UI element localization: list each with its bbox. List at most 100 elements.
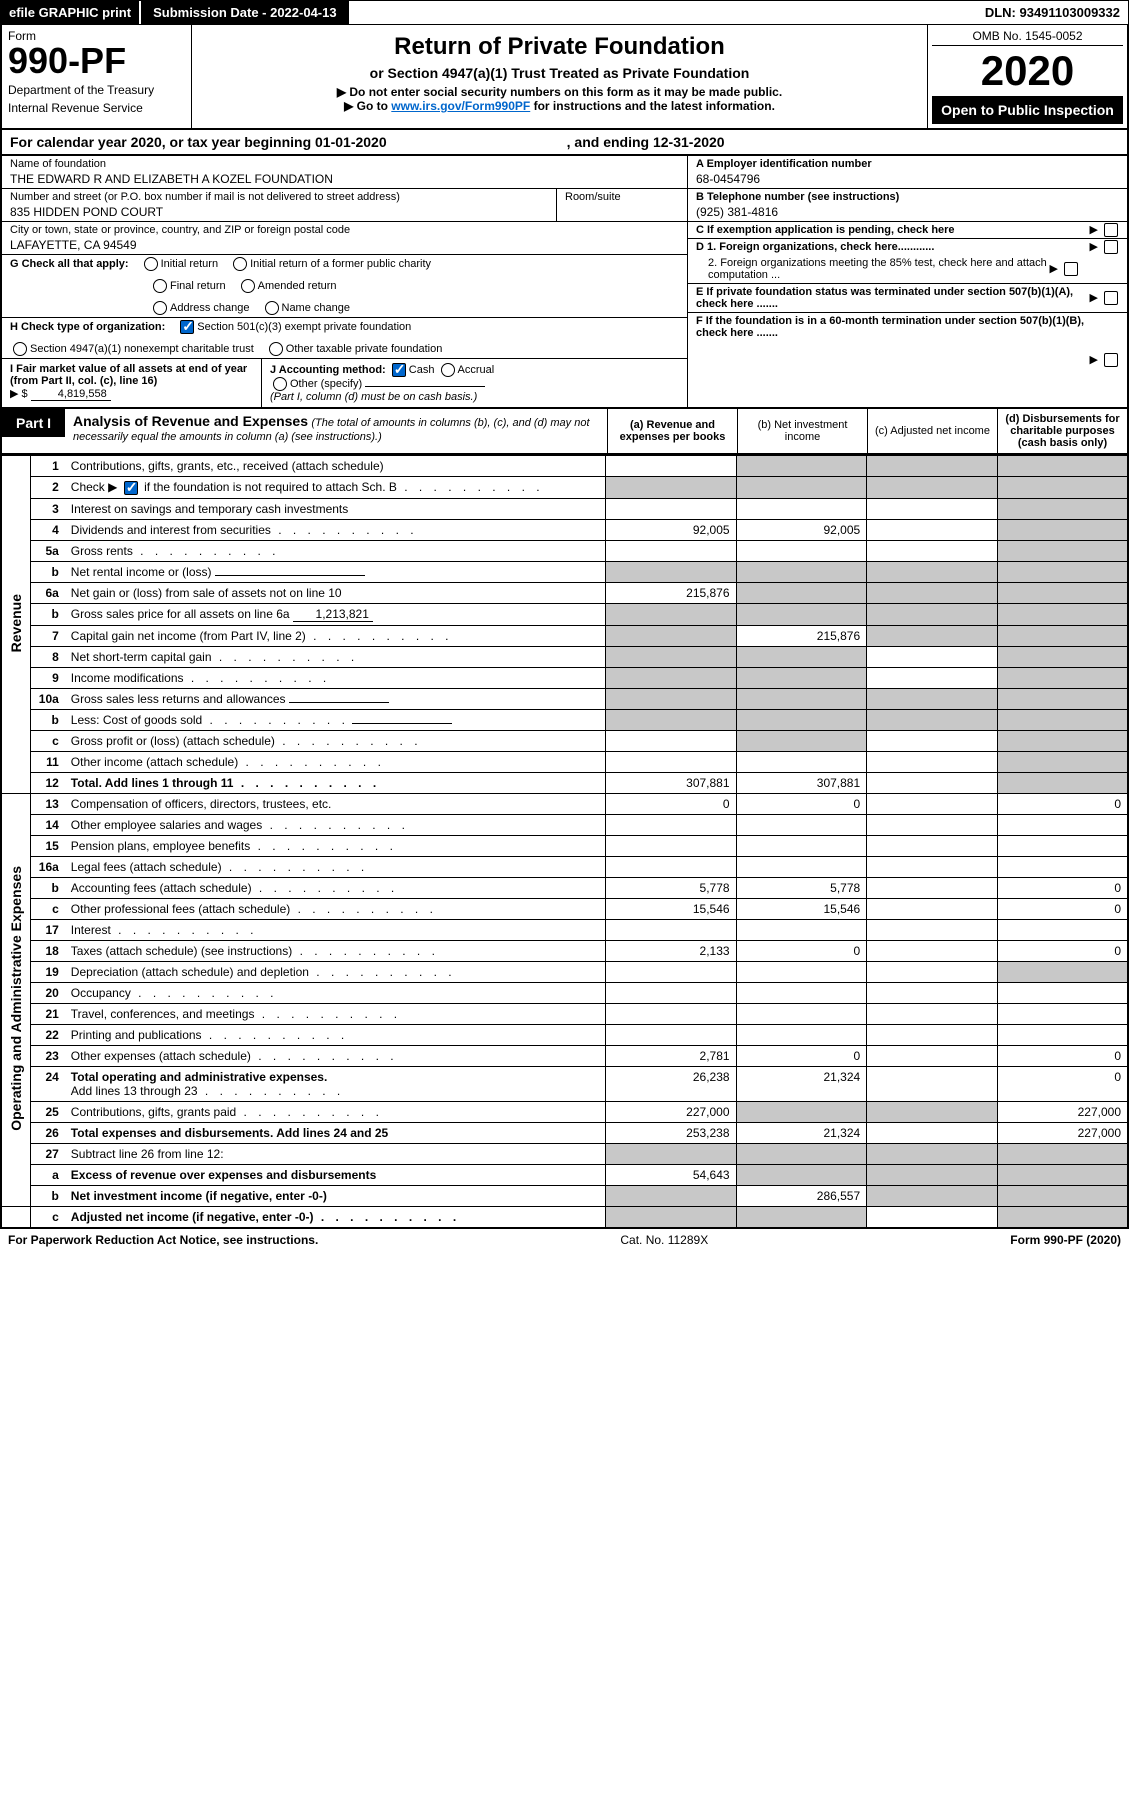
checkbox-d2[interactable] — [1064, 262, 1078, 276]
c-cell: C If exemption application is pending, c… — [688, 222, 1127, 239]
city-value: LAFAYETTE, CA 94549 — [10, 238, 679, 252]
row-6a: 6a Net gain or (loss) from sale of asset… — [1, 582, 1128, 603]
phone-label: B Telephone number (see instructions) — [696, 191, 899, 203]
ein-value: 68-0454796 — [696, 172, 1119, 186]
checkbox-final[interactable] — [153, 279, 167, 293]
omb-number: OMB No. 1545-0052 — [932, 29, 1123, 46]
row-10a: 10a Gross sales less returns and allowan… — [1, 688, 1128, 709]
checkbox-f[interactable] — [1104, 353, 1118, 367]
checkbox-c[interactable] — [1104, 223, 1118, 237]
calendar-text: For calendar year 2020, or tax year begi… — [10, 134, 387, 150]
f-label: F If the foundation is in a 60-month ter… — [696, 315, 1084, 339]
col-headers: (a) Revenue and expenses per books (b) N… — [607, 409, 1127, 453]
checkbox-other-tax[interactable] — [269, 342, 283, 356]
checkbox-cash[interactable] — [392, 363, 406, 377]
open-to-public: Open to Public Inspection — [932, 96, 1123, 124]
form-subtitle: or Section 4947(a)(1) Trust Treated as P… — [200, 65, 919, 81]
efile-label: efile GRAPHIC print — [1, 1, 139, 24]
col-c-header: (c) Adjusted net income — [867, 409, 997, 453]
row-24: 24 Total operating and administrative ex… — [1, 1066, 1128, 1101]
foundation-name: THE EDWARD R AND ELIZABETH A KOZEL FOUND… — [10, 172, 679, 186]
row-5b: b Net rental income or (loss) — [1, 561, 1128, 582]
topbar-spacer — [351, 1, 977, 24]
calendar-ending: , and ending 12-31-2020 — [567, 134, 725, 150]
phone-cell: B Telephone number (see instructions) (9… — [688, 189, 1127, 222]
i-cell: I Fair market value of all assets at end… — [2, 359, 262, 407]
checkbox-initial-former[interactable] — [233, 257, 247, 271]
row-27c: c Adjusted net income (if negative, ente… — [1, 1206, 1128, 1228]
checkbox-schB[interactable] — [124, 481, 138, 495]
city-label: City or town, state or province, country… — [10, 224, 679, 236]
footer-left: For Paperwork Reduction Act Notice, see … — [8, 1233, 318, 1247]
row-26: 26 Total expenses and disbursements. Add… — [1, 1122, 1128, 1143]
h-check-cell: H Check type of organization: Section 50… — [2, 318, 687, 359]
j-cash: Cash — [409, 364, 435, 376]
address-row: Number and street (or P.O. box number if… — [2, 189, 687, 222]
j-other-line: Other (specify) — [270, 377, 679, 391]
j-note: (Part I, column (d) must be on cash basi… — [270, 391, 477, 403]
col-a-header: (a) Revenue and expenses per books — [607, 409, 737, 453]
row-20: 20 Occupancy — [1, 982, 1128, 1003]
row-4: 4 Dividends and interest from securities… — [1, 519, 1128, 540]
g-initial: Initial return — [141, 257, 218, 271]
row-27b: b Net investment income (if negative, en… — [1, 1185, 1128, 1206]
revenue-expense-table: Revenue 1 Contributions, gifts, grants, … — [0, 455, 1129, 1229]
c-label: C If exemption application is pending, c… — [696, 224, 955, 236]
checkbox-initial[interactable] — [144, 257, 158, 271]
row-7: 7 Capital gain net income (from Part IV,… — [1, 625, 1128, 646]
h-4947: Section 4947(a)(1) nonexempt charitable … — [10, 342, 254, 356]
d1-line: D 1. Foreign organizations, check here..… — [696, 241, 1087, 253]
i-value: 4,819,558 — [31, 388, 111, 401]
c-check-wrap: ▶ — [1089, 223, 1121, 237]
note2-post: for instructions and the latest informat… — [530, 99, 775, 113]
checkbox-4947[interactable] — [13, 342, 27, 356]
form-title: Return of Private Foundation — [200, 33, 919, 61]
part1-label: Part I — [2, 409, 65, 437]
h-label: H Check type of organization: — [10, 321, 165, 333]
irs-link[interactable]: www.irs.gov/Form990PF — [391, 99, 530, 113]
e-label: E If private foundation status was termi… — [696, 286, 1073, 310]
checkbox-amended[interactable] — [241, 279, 255, 293]
row-8: 8 Net short-term capital gain — [1, 646, 1128, 667]
phone-value: (925) 381-4816 — [696, 205, 1119, 219]
row-2: 2 Check ▶ if the foundation is not requi… — [1, 477, 1128, 499]
header-left: Form 990-PF Department of the Treasury I… — [2, 25, 192, 128]
h-other: Other taxable private foundation — [266, 342, 443, 356]
g-initial-former: Initial return of a former public charit… — [230, 257, 431, 271]
checkbox-name[interactable] — [265, 301, 279, 315]
header-right: OMB No. 1545-0052 2020 Open to Public In… — [927, 25, 1127, 128]
identity-grid: Name of foundation THE EDWARD R AND ELIZ… — [0, 156, 1129, 409]
revenue-side-label: Revenue — [1, 456, 31, 794]
ein-label: A Employer identification number — [696, 158, 872, 170]
expenses-side-label: Operating and Administrative Expenses — [1, 793, 31, 1206]
checkbox-address[interactable] — [153, 301, 167, 315]
dept-treasury: Department of the Treasury — [8, 83, 185, 97]
row-5a: 5a Gross rents — [1, 540, 1128, 561]
checkbox-other-acct[interactable] — [273, 377, 287, 391]
checkbox-d1[interactable] — [1104, 240, 1118, 254]
room-label: Room/suite — [565, 191, 679, 203]
row-12: 12 Total. Add lines 1 through 11 307,881… — [1, 772, 1128, 793]
row-16b: b Accounting fees (attach schedule) 5,77… — [1, 877, 1128, 898]
form-number: 990-PF — [8, 43, 185, 79]
efile-topbar: efile GRAPHIC print Submission Date - 20… — [0, 0, 1129, 25]
part1-title-wrap: Analysis of Revenue and Expenses (The to… — [65, 409, 607, 447]
checkbox-501c3[interactable] — [180, 320, 194, 334]
checkbox-e[interactable] — [1104, 291, 1118, 305]
checkbox-accrual[interactable] — [441, 363, 455, 377]
h-501c3: Section 501(c)(3) exempt private foundat… — [177, 320, 411, 334]
g-address: Address change — [150, 301, 250, 315]
e-cell: E If private foundation status was termi… — [688, 284, 1127, 313]
addr-label: Number and street (or P.O. box number if… — [10, 191, 548, 203]
j-cell: J Accounting method: Cash Accrual Other … — [262, 359, 687, 407]
street-cell: Number and street (or P.O. box number if… — [2, 189, 557, 221]
row-2-desc: Check ▶ if the foundation is not require… — [65, 477, 606, 499]
row-21: 21 Travel, conferences, and meetings — [1, 1003, 1128, 1024]
row-17: 17 Interest — [1, 919, 1128, 940]
irs-label: Internal Revenue Service — [8, 101, 185, 115]
ein-cell: A Employer identification number 68-0454… — [688, 156, 1127, 189]
identity-left: Name of foundation THE EDWARD R AND ELIZ… — [2, 156, 687, 407]
row-6b: b Gross sales price for all assets on li… — [1, 603, 1128, 625]
name-label: Name of foundation — [10, 158, 679, 170]
room-cell: Room/suite — [557, 189, 687, 221]
